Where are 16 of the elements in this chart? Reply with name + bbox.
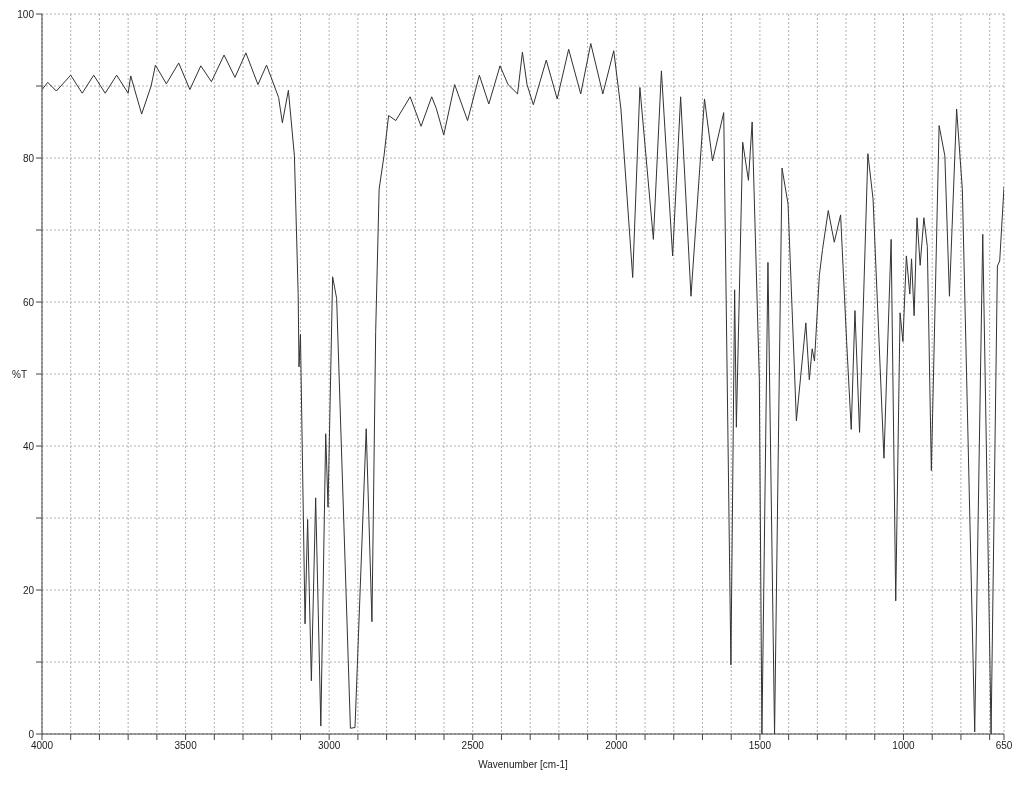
x-tick-label: 3000: [318, 740, 341, 752]
x-axis-title: Wavenumber [cm-1]: [478, 759, 569, 770]
x-tick-label: 1000: [892, 740, 916, 752]
x-tick-label: 2000: [605, 740, 628, 752]
x-tick-label: 2500: [461, 740, 485, 752]
x-tick-label: 3500: [174, 740, 198, 752]
x-tick-label: 4000: [30, 740, 54, 752]
y-tick-label: 20: [22, 584, 35, 596]
x-tick-label: 1500: [748, 740, 772, 752]
y-tick-label: 60: [22, 296, 35, 308]
y-tick-label: 80: [22, 152, 35, 164]
y-tick-label: 40: [22, 440, 35, 452]
x-tick-label: 650: [995, 740, 1013, 752]
y-tick-label: 0: [28, 728, 35, 740]
y-axis-title: %T: [12, 368, 27, 380]
y-tick-label: 100: [17, 8, 35, 20]
